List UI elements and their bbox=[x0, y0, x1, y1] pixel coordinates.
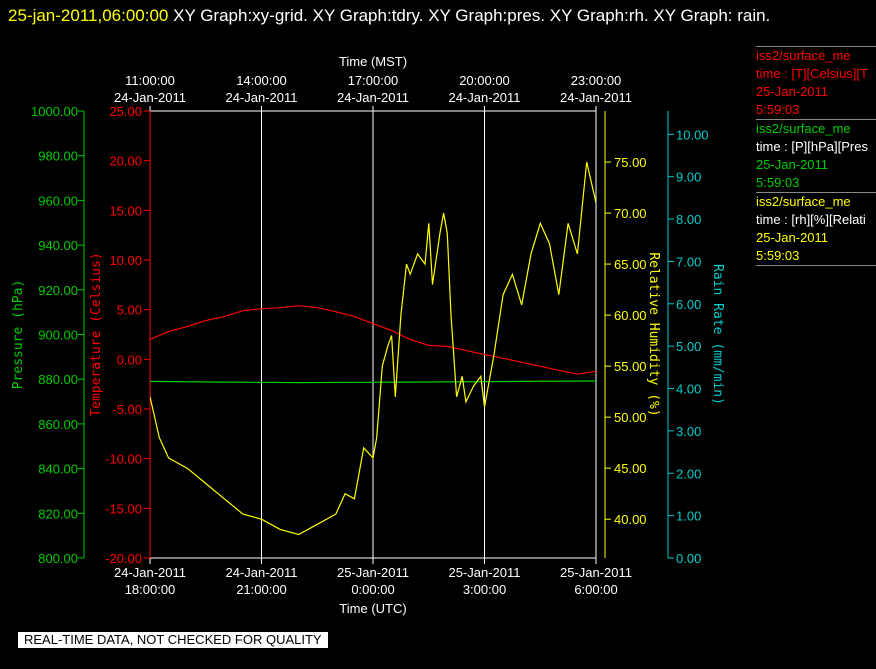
series-line-rh bbox=[150, 161, 596, 536]
temperature-tick-label: -5.00 bbox=[112, 402, 142, 417]
top-axis-title: Time (MST) bbox=[339, 54, 407, 69]
temperature-tick-label: -20.00 bbox=[105, 551, 142, 566]
series-line-pres bbox=[150, 380, 596, 384]
pressure-tick-label: 900.00 bbox=[38, 328, 78, 343]
humidity-tick-label: 70.00 bbox=[614, 206, 647, 221]
timestamp: 25-jan-2011,06:00:00 bbox=[8, 6, 169, 25]
pressure-tick-label: 820.00 bbox=[38, 506, 78, 521]
rain-tick-label: 6.00 bbox=[676, 297, 701, 312]
legend-series-time: 5:59:03 bbox=[756, 248, 800, 263]
humidity-tick-label: 65.00 bbox=[614, 257, 647, 272]
legend-series-units: time : [T][Celsius][T bbox=[756, 66, 868, 81]
x-tick-label-date: 24-Jan-2011 bbox=[114, 565, 186, 580]
x-tick-label-time: 18:00:00 bbox=[125, 582, 176, 597]
top-tick-label-time: 17:00:00 bbox=[348, 73, 399, 88]
x-tick-label-date: 25-Jan-2011 bbox=[448, 565, 520, 580]
legend-entry-pres: iss2/surface_me time : [P][hPa][Pres 25-… bbox=[756, 119, 876, 192]
x-tick-label-time: 3:00:00 bbox=[463, 582, 506, 597]
humidity-tick-label: 50.00 bbox=[614, 410, 647, 425]
pressure-axis-title: Pressure (hPa) bbox=[11, 280, 26, 390]
rain-tick-label: 9.00 bbox=[676, 170, 701, 185]
humidity-axis-title: Relative Humidity (%) bbox=[646, 252, 661, 416]
top-tick-label-time: 11:00:00 bbox=[125, 73, 175, 88]
rain-tick-label: 8.00 bbox=[676, 212, 701, 227]
page-header: 25-jan-2011,06:00:00 XY Graph:xy-grid. X… bbox=[8, 2, 868, 30]
bottom-axis-title: Time (UTC) bbox=[339, 601, 406, 616]
humidity-tick-label: 45.00 bbox=[614, 461, 647, 476]
temperature-tick-label: 15.00 bbox=[109, 203, 142, 218]
pressure-tick-label: 940.00 bbox=[38, 238, 78, 253]
legend-series-name: iss2/surface_me bbox=[756, 121, 851, 136]
humidity-tick-label: 75.00 bbox=[614, 155, 647, 170]
x-tick-label-time: 6:00:00 bbox=[574, 582, 617, 597]
rain-axis-title: Rain Rate (mm/min) bbox=[710, 264, 725, 405]
temperature-tick-label: -10.00 bbox=[105, 452, 142, 467]
rain-tick-label: 7.00 bbox=[676, 254, 701, 269]
temperature-tick-label: 5.00 bbox=[117, 303, 142, 318]
pressure-tick-label: 920.00 bbox=[38, 283, 78, 298]
x-tick-label-date: 25-Jan-2011 bbox=[337, 565, 409, 580]
pressure-tick-label: 960.00 bbox=[38, 193, 78, 208]
top-tick-label-date: 24-Jan-2011 bbox=[560, 90, 632, 105]
rain-tick-label: 1.00 bbox=[676, 509, 701, 524]
legend-series-date: 25-Jan-2011 bbox=[756, 157, 829, 172]
x-tick-label-date: 24-Jan-2011 bbox=[225, 565, 297, 580]
top-tick-label-date: 24-Jan-2011 bbox=[337, 90, 409, 105]
legend-end-divider bbox=[756, 265, 876, 266]
x-tick-label-time: 0:00:00 bbox=[351, 582, 394, 597]
top-tick-label-time: 23:00:00 bbox=[571, 73, 622, 88]
top-tick-label-date: 24-Jan-2011 bbox=[114, 90, 186, 105]
temperature-tick-label: 20.00 bbox=[109, 154, 142, 169]
legend-entry-tdry: iss2/surface_me time : [T][Celsius][T 25… bbox=[756, 46, 876, 119]
pressure-tick-label: 800.00 bbox=[38, 551, 78, 566]
legend-series-time: 5:59:03 bbox=[756, 175, 800, 190]
top-tick-label-date: 24-Jan-2011 bbox=[448, 90, 520, 105]
legend-series-time: 5:59:03 bbox=[756, 102, 800, 117]
top-tick-label-time: 20:00:00 bbox=[459, 73, 510, 88]
legend-series-name: iss2/surface_me bbox=[756, 48, 851, 63]
rain-tick-label: 10.00 bbox=[676, 127, 709, 142]
humidity-tick-label: 60.00 bbox=[614, 308, 647, 323]
pressure-tick-label: 880.00 bbox=[38, 372, 78, 387]
temperature-tick-label: -15.00 bbox=[105, 501, 142, 516]
top-tick-label-date: 24-Jan-2011 bbox=[225, 90, 297, 105]
humidity-tick-label: 40.00 bbox=[614, 512, 647, 527]
rain-tick-label: 2.00 bbox=[676, 466, 701, 481]
pressure-tick-label: 860.00 bbox=[38, 417, 78, 432]
rain-tick-label: 0.00 bbox=[676, 551, 701, 566]
legend-entry-rh: iss2/surface_me time : [rh][%][Relati 25… bbox=[756, 192, 876, 265]
series-line-tdry bbox=[150, 305, 596, 375]
temperature-tick-label: 0.00 bbox=[117, 352, 142, 367]
rain-tick-label: 5.00 bbox=[676, 339, 701, 354]
legend-series-date: 25-Jan-2011 bbox=[756, 84, 829, 99]
legend-series-units: time : [rh][%][Relati bbox=[756, 212, 866, 227]
pressure-tick-label: 1000.00 bbox=[31, 104, 78, 119]
quality-notice: REAL-TIME DATA, NOT CHECKED FOR QUALITY bbox=[18, 632, 328, 648]
temperature-axis-title: Temperature (Celsius) bbox=[89, 252, 104, 416]
header-title: XY Graph:xy-grid. XY Graph:tdry. XY Grap… bbox=[173, 6, 771, 25]
legend: iss2/surface_me time : [T][Celsius][T 25… bbox=[756, 46, 876, 266]
pressure-tick-label: 980.00 bbox=[38, 149, 78, 164]
legend-series-units: time : [P][hPa][Pres bbox=[756, 139, 868, 154]
legend-series-date: 25-Jan-2011 bbox=[756, 230, 829, 245]
rain-tick-label: 3.00 bbox=[676, 424, 701, 439]
legend-series-name: iss2/surface_me bbox=[756, 194, 851, 209]
top-tick-label-time: 14:00:00 bbox=[236, 73, 287, 88]
pressure-tick-label: 840.00 bbox=[38, 462, 78, 477]
temperature-tick-label: 25.00 bbox=[109, 104, 142, 119]
x-tick-label-time: 21:00:00 bbox=[236, 582, 287, 597]
x-tick-label-date: 25-Jan-2011 bbox=[560, 565, 632, 580]
temperature-tick-label: 10.00 bbox=[109, 253, 142, 268]
rain-tick-label: 4.00 bbox=[676, 382, 701, 397]
humidity-tick-label: 55.00 bbox=[614, 359, 647, 374]
